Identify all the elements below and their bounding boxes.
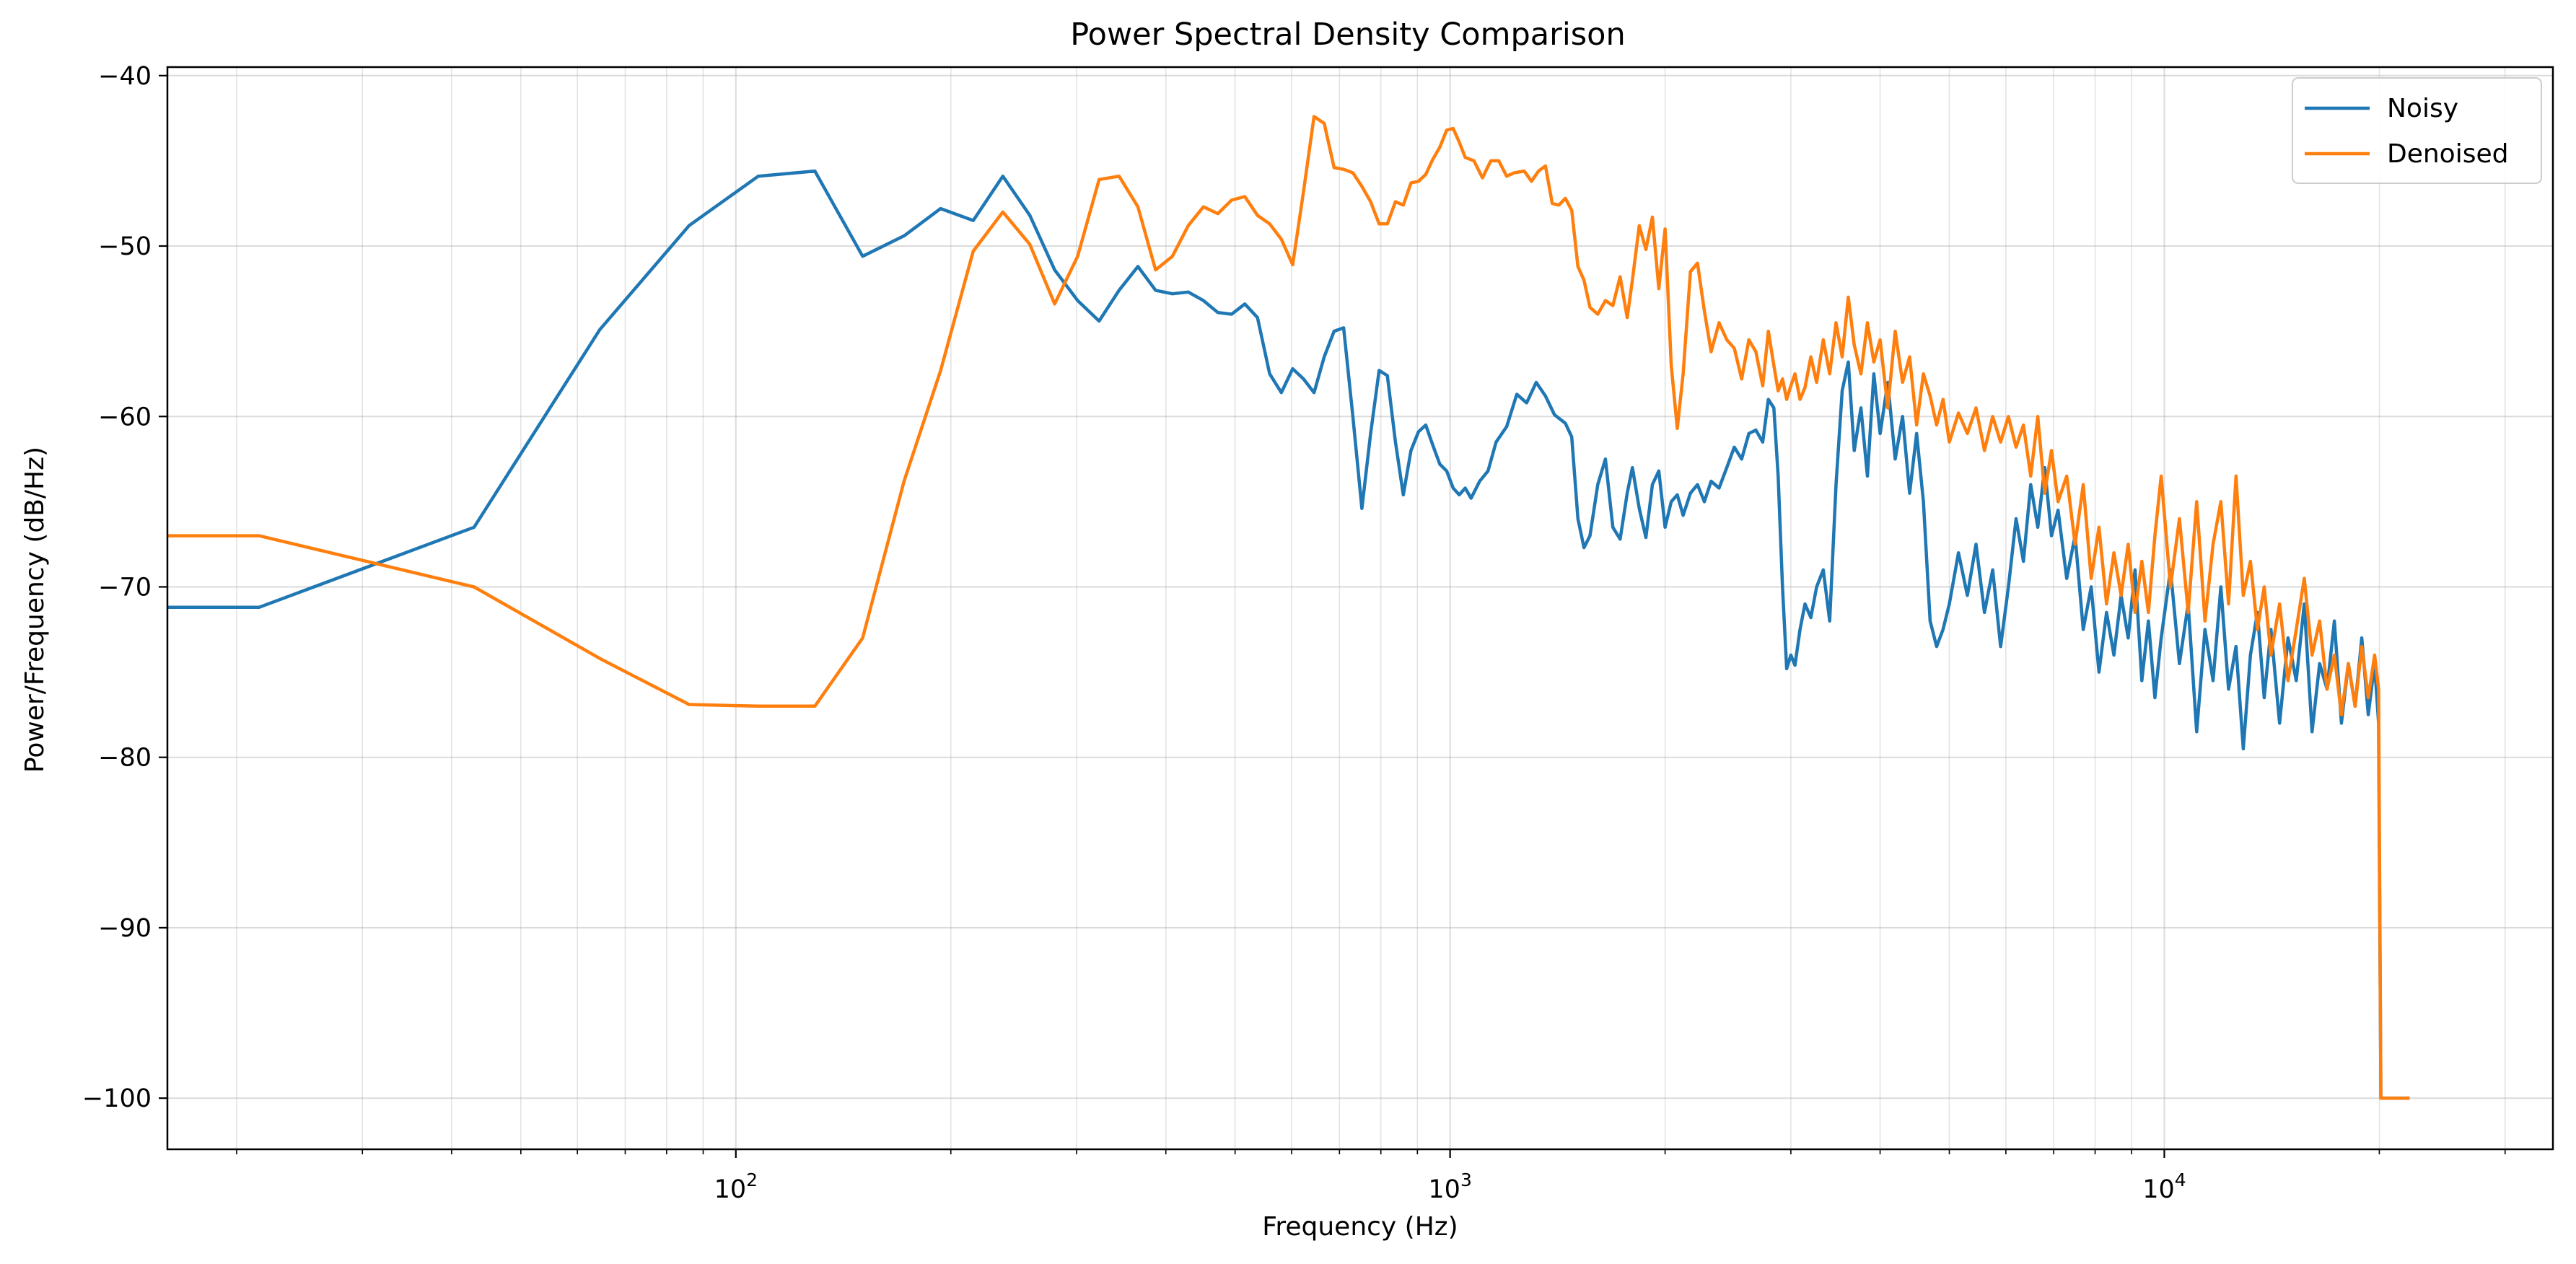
y-axis-label: Power/Frequency (dB/Hz) <box>20 447 50 773</box>
x-axis-label: Frequency (Hz) <box>1262 1212 1458 1242</box>
series-line-denoised <box>167 115 2410 1100</box>
y-tick-label-4: −80 <box>98 744 152 773</box>
series-line-noisy <box>167 169 2410 1100</box>
y-tick-label-1: −50 <box>98 232 152 261</box>
plot-frame <box>166 66 2554 1151</box>
legend-label-denoised: Denoised <box>2387 139 2508 169</box>
y-axis-ticks: −40 −50 −60 −70 −80 −90 −100 <box>82 62 167 1113</box>
x-tick-label-2: 104 <box>2142 1169 2186 1204</box>
x-tick-label-1: 103 <box>1428 1169 1471 1204</box>
series-lines <box>167 115 2410 1100</box>
x-tick-label-0: 102 <box>714 1169 758 1204</box>
legend: Noisy Denoised <box>2292 77 2542 184</box>
legend-box <box>2292 77 2542 184</box>
y-tick-label-0: −40 <box>98 62 152 91</box>
y-tick-label-6: −100 <box>82 1084 152 1113</box>
y-tick-label-2: −60 <box>98 403 152 431</box>
y-tick-label-3: −70 <box>98 573 152 602</box>
plot-area <box>167 115 2410 1100</box>
chart-title: Power Spectral Density Comparison <box>1070 17 1625 53</box>
legend-label-noisy: Noisy <box>2387 94 2458 123</box>
y-tick-label-5: −90 <box>98 914 152 943</box>
x-axis-ticks: 102 103 104 <box>236 1149 2506 1204</box>
